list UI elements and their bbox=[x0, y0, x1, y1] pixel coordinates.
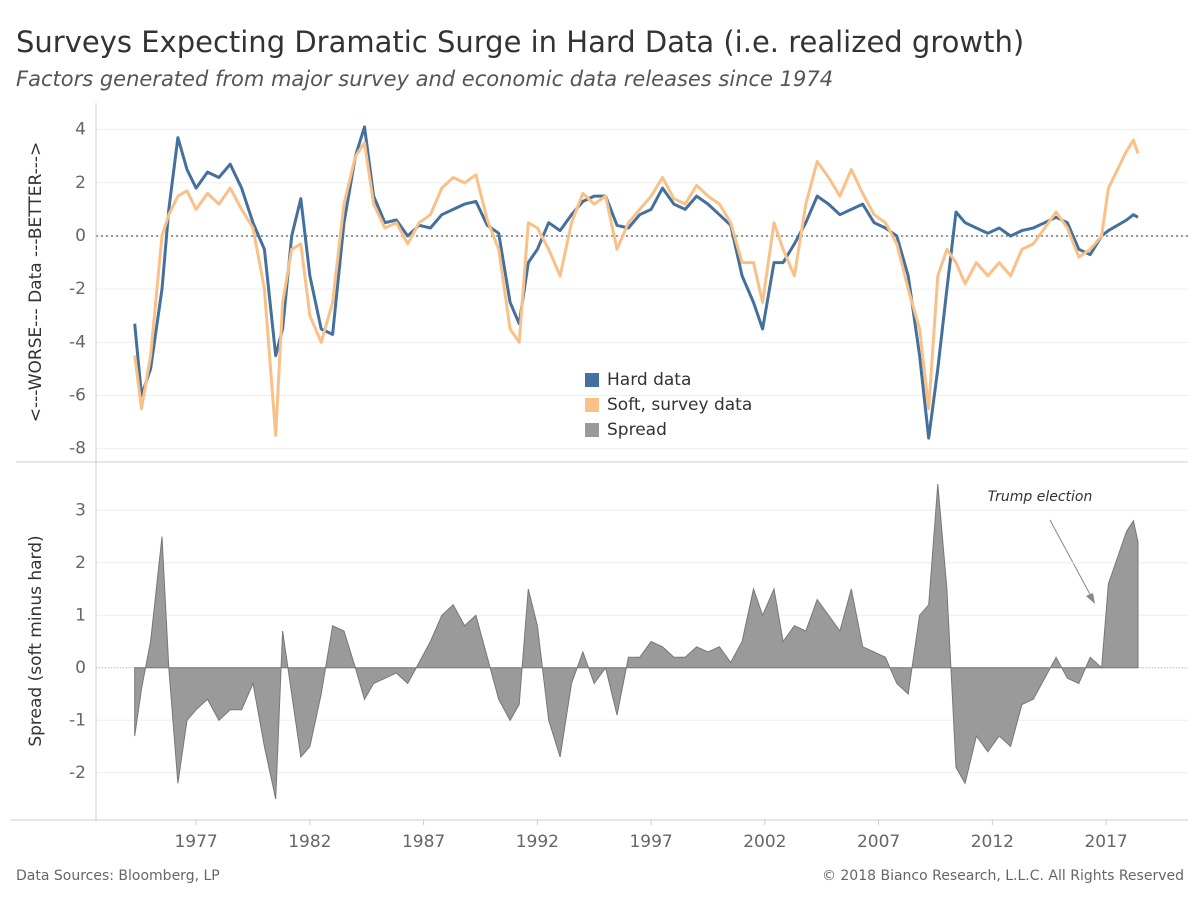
x-tick-label: 2002 bbox=[743, 832, 786, 852]
y-tick-label: -2 bbox=[69, 279, 86, 299]
x-tick-label: 2007 bbox=[857, 832, 900, 852]
y-tick-label: 2 bbox=[75, 173, 86, 193]
legend-label: Hard data bbox=[607, 370, 691, 390]
y-tick-label: 1 bbox=[75, 605, 86, 625]
x-tick-label: 1977 bbox=[174, 832, 217, 852]
x-tick-label: 2012 bbox=[971, 832, 1014, 852]
y-tick-label: -6 bbox=[69, 386, 86, 406]
y-tick-label: 2 bbox=[75, 553, 86, 573]
copyright-note: © 2018 Bianco Research, L.L.C. All Right… bbox=[822, 868, 1184, 884]
x-tick-label: 1982 bbox=[288, 832, 331, 852]
legend-label: Soft, survey data bbox=[607, 395, 752, 415]
spread-area bbox=[134, 483, 1139, 800]
y-tick-label: 4 bbox=[75, 120, 86, 140]
legend-swatch bbox=[585, 423, 599, 437]
y-tick-label: -4 bbox=[69, 332, 86, 352]
chart-subtitle: Factors generated from major survey and … bbox=[16, 67, 833, 91]
legend-swatch bbox=[585, 373, 599, 387]
x-tick-label: 1997 bbox=[629, 832, 672, 852]
y-tick-label: 0 bbox=[75, 226, 86, 246]
y-axis-label: <---WORSE--- Data ---BETTER---> bbox=[26, 142, 46, 422]
y-tick-label: -8 bbox=[69, 439, 86, 459]
y-tick-label: -1 bbox=[69, 710, 86, 730]
annotation-arrow bbox=[1049, 519, 1095, 604]
x-tick-label: 2017 bbox=[1084, 832, 1127, 852]
annotation: Trump election bbox=[988, 489, 1093, 505]
legend-label: Spread bbox=[607, 420, 667, 440]
y-tick-label: 3 bbox=[75, 500, 86, 520]
x-tick-label: 1992 bbox=[516, 832, 559, 852]
y-tick-label: -2 bbox=[69, 763, 86, 783]
x-tick-label: 1987 bbox=[402, 832, 445, 852]
source-note: Data Sources: Bloomberg, LP bbox=[16, 868, 220, 884]
y-tick-label: 0 bbox=[75, 658, 86, 678]
legend-swatch bbox=[585, 398, 599, 412]
chart-title: Surveys Expecting Dramatic Surge in Hard… bbox=[16, 25, 1024, 59]
data-line bbox=[133, 138, 1140, 437]
y-axis-label: Spread (soft minus hard) bbox=[26, 535, 46, 746]
legend: Hard data Soft, survey data Spread bbox=[585, 370, 752, 440]
